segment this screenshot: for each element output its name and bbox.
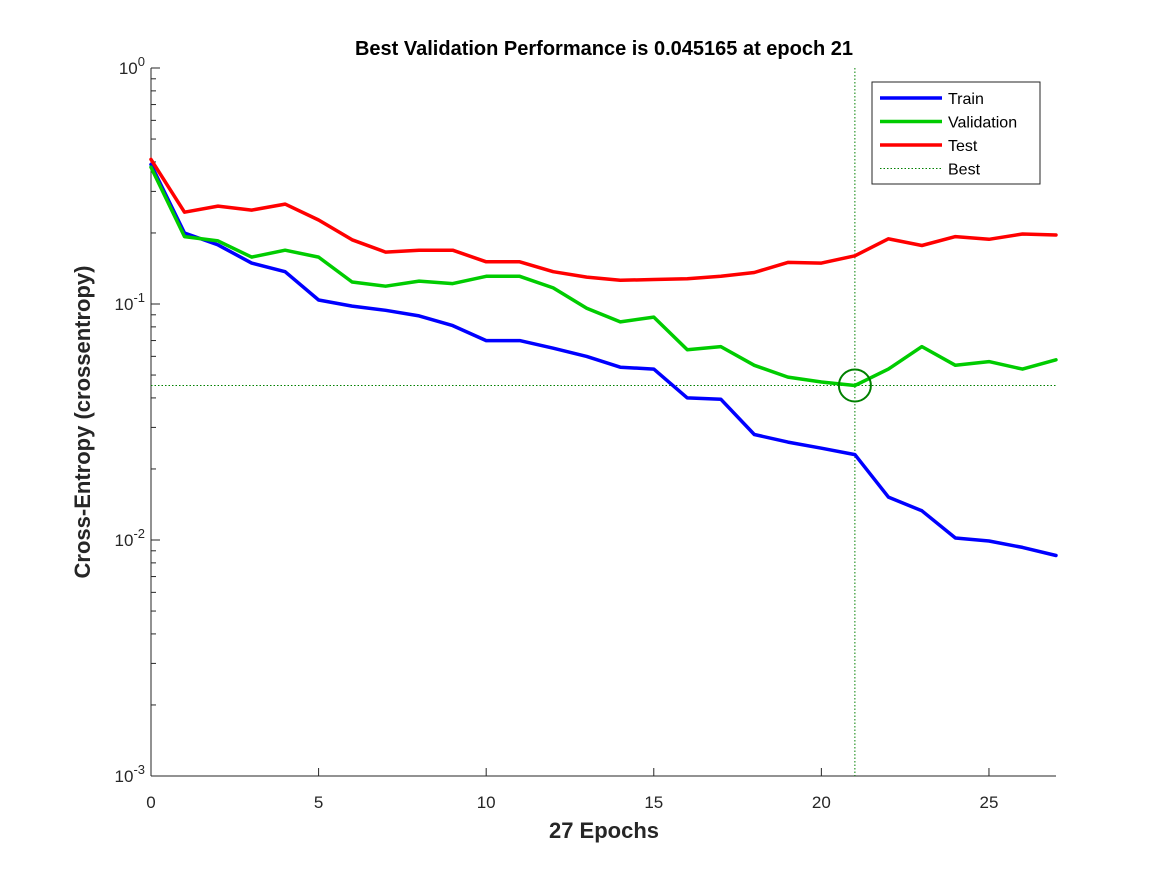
series-line-validation — [149, 165, 1058, 388]
legend-label-best: Best — [948, 162, 981, 179]
legend-label-train: Train — [948, 91, 984, 108]
x-tick-label: 15 — [644, 793, 663, 812]
best-point-marker — [837, 368, 872, 403]
x-tick-label: 20 — [812, 793, 831, 812]
y-tick-label: 100 — [119, 54, 145, 78]
series-line-train — [149, 162, 1058, 558]
legend: Train Validation Test Best — [871, 81, 1041, 185]
x-tick-label: 0 — [146, 793, 155, 812]
y-tick-label: 10-1 — [115, 290, 145, 314]
y-tick-label: 10-2 — [115, 526, 145, 550]
x-tick-label: 10 — [477, 793, 496, 812]
series-line-test — [149, 157, 1058, 283]
x-axis-label: 27 Epochs — [549, 818, 659, 843]
y-axis-label: Cross-Entropy (crossentropy) — [70, 266, 95, 579]
legend-label-validation: Validation — [948, 115, 1017, 132]
x-tick-label: 25 — [980, 793, 999, 812]
y-tick-label: 10-3 — [115, 762, 145, 786]
chart-title: Best Validation Performance is 0.045165 … — [355, 38, 853, 60]
plot-area: 0 5 10 15 20 25 10-3 10-2 10-1 100 — [115, 54, 1058, 812]
x-tick-label: 5 — [314, 793, 323, 812]
legend-label-test: Test — [948, 138, 978, 155]
